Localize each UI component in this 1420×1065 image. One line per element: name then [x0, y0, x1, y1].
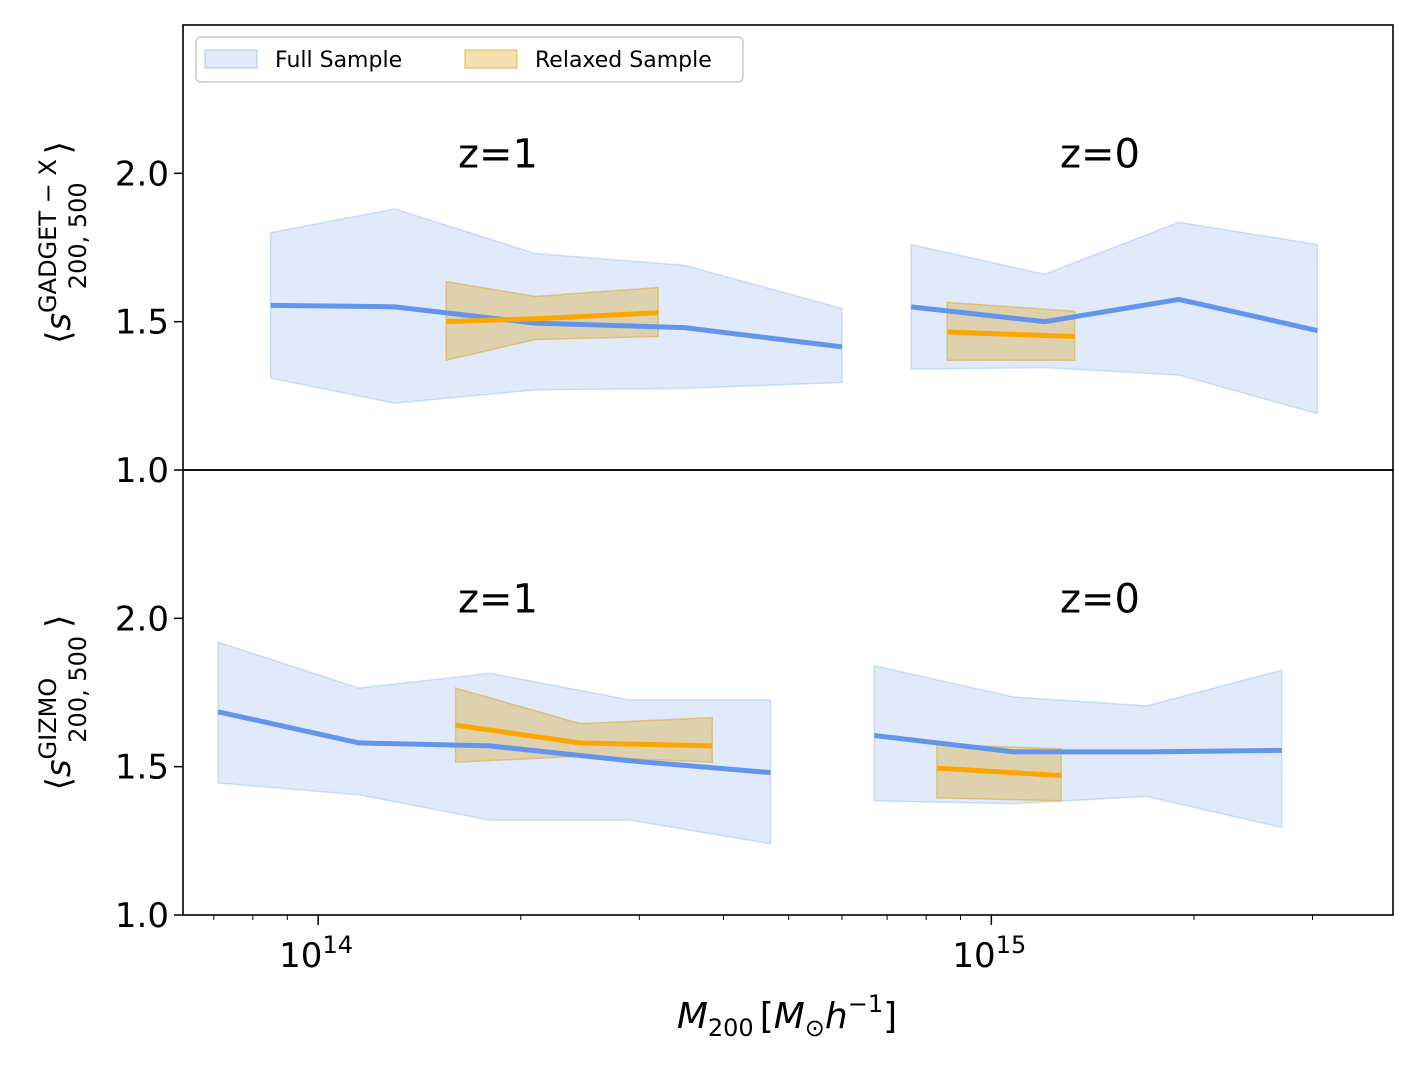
ytick-label-gizmo: 2.0	[115, 599, 169, 639]
ylabel-open: ⟨	[39, 777, 79, 790]
legend-label-full-sample: Full Sample	[275, 48, 402, 73]
xlabel-h: h	[825, 996, 848, 1037]
ytick-label-gadget: 2.0	[115, 154, 169, 194]
panel-gadget: z=1 z=0 1.0 1.5 2.0 ⟨sGADGET − X200, 500 ⟩	[34, 24, 1394, 491]
median-line-gadget-z0-full	[910, 296, 1318, 334]
ytick-label-gadget: 1.0	[115, 451, 169, 491]
ytick-label-gizmo: 1.0	[115, 896, 169, 936]
ylabel-subscript: 200, 500	[64, 182, 92, 289]
median-line-gizmo-z0-relaxed	[936, 765, 1062, 779]
ylabel-close: ⟩	[39, 615, 79, 628]
median-line-gizmo-z0-full	[873, 733, 1282, 755]
median-line-gadget-z1-relaxed	[446, 310, 659, 325]
median-line-gizmo-z1-relaxed	[455, 722, 713, 749]
ylabel-symbol: s	[39, 759, 79, 777]
panel-plot-area	[269, 208, 1319, 415]
xtick-label-exponent: 14	[322, 931, 353, 959]
xlabel-mass: M	[677, 996, 708, 1037]
xlabel-bracket-open: [	[760, 996, 774, 1037]
panel-frame-gizmo	[182, 469, 1394, 916]
band-gadget-z1-relaxed	[445, 280, 659, 362]
ylabel-superscript: GADGET − X	[34, 159, 62, 313]
legend: Full Sample Relaxed Sample	[195, 36, 744, 83]
ylabel-open: ⟨	[39, 331, 79, 344]
ylabel-symbol: s	[39, 313, 79, 331]
annotation-gizmo-z1: z=1	[458, 576, 538, 622]
ytick-label-gizmo: 1.5	[115, 748, 169, 788]
legend-box	[195, 36, 744, 83]
legend-label-relaxed-sample: Relaxed Sample	[535, 48, 712, 73]
median-line-gizmo-z1-full	[217, 709, 771, 776]
xlabel-bracket-close: ]	[883, 996, 897, 1037]
annotation-gadget-z0: z=0	[1060, 131, 1140, 177]
annotation-gadget-z1: z=1	[458, 131, 538, 177]
panels-layer: z=1 z=01.01.52.0⟨sGADGET − X200, 500⟩z=1 z…	[34, 24, 1394, 936]
xtick-label-base: 10	[952, 936, 995, 976]
xlabel-h-exponent: −1	[848, 990, 883, 1018]
legend-swatch-full-sample	[204, 49, 258, 69]
legend-swatch-relaxed-sample	[464, 49, 518, 69]
xtick-label-base: 10	[279, 936, 322, 976]
xlabel-solar-symbol: ⊙	[805, 1014, 825, 1042]
xlabel-solar-mass: M	[774, 996, 805, 1037]
xtick-label: 1014	[279, 931, 353, 976]
median-line-gadget-z1-full	[270, 302, 843, 350]
band-gizmo-z0-full	[873, 664, 1283, 829]
xtick-label-exponent: 15	[996, 931, 1027, 959]
band-gadget-z1-full	[269, 208, 843, 405]
xtick-label: 1015	[952, 931, 1026, 976]
ylabel-close: ⟩	[39, 141, 79, 154]
panel-gizmo: z=1 z=0 1.0 1.5 2.0 ⟨sGIZMO200, 500 ⟩	[34, 469, 1394, 936]
ylabel-subscript: 200, 500	[64, 636, 92, 743]
band-gadget-z0-full	[910, 221, 1319, 415]
xlabel-mass-subscript: 200	[708, 1014, 754, 1042]
ytick-label-gadget: 1.5	[115, 303, 169, 343]
ylabel-gadget: ⟨sGADGET − X200, 500 ⟩	[34, 141, 92, 344]
band-gizmo-z1-full	[217, 641, 772, 845]
annotation-gizmo-z0: z=0	[1060, 576, 1140, 622]
ylabel-superscript: GIZMO	[34, 678, 62, 760]
median-line-gadget-z0-relaxed	[947, 329, 1075, 339]
ylabel-gizmo: ⟨sGIZMO200, 500 ⟩	[34, 615, 92, 791]
panel-plot-area	[217, 641, 1283, 845]
xlabel: M200 [M⊙h−1]	[677, 990, 897, 1042]
